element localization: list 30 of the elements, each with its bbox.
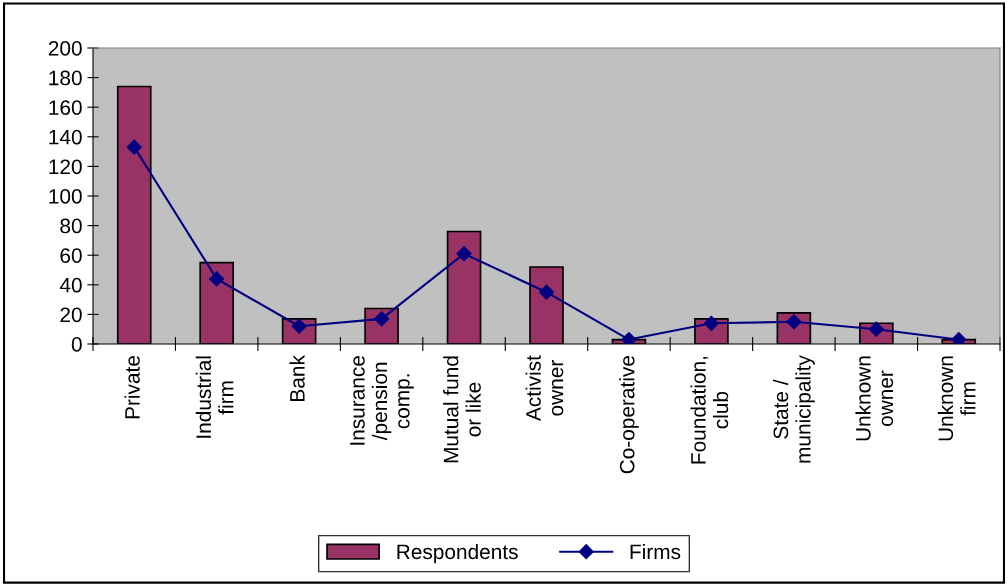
y-tick-label: 180 (49, 70, 82, 86)
y-tick-label: 40 (59, 277, 82, 293)
y-tick-label: 140 (49, 129, 82, 145)
y-tick-label: 120 (49, 159, 82, 175)
y-tick-label: 60 (60, 248, 82, 263)
x-tick-label: Co-operative (619, 356, 639, 474)
x-tick-label: Unknown firm (937, 356, 976, 441)
x-tick-label: State / municipality (772, 355, 815, 463)
y-tick-label: 100 (49, 189, 82, 204)
point (621, 331, 637, 344)
x-tick-label: Private (124, 356, 140, 419)
y-tick-label: 160 (49, 100, 82, 115)
point (456, 246, 472, 262)
y-tick-label: 80 (60, 218, 82, 234)
point (126, 139, 142, 155)
x-tick-label: Foundation, club (690, 356, 729, 464)
x-tick-label: Unknown owner (855, 356, 894, 441)
point (538, 284, 555, 300)
x-tick-label: Activist owner (525, 355, 564, 422)
y-tick-label: 0 (71, 337, 82, 352)
point (209, 271, 225, 287)
x-tick-label: Insurance /pension comp. (350, 356, 414, 445)
legend-label: Respondents (397, 543, 518, 564)
x-tick-label: Industrial firm (195, 356, 234, 438)
legend-label: Firms (630, 543, 681, 560)
point (951, 331, 967, 344)
y-tick-label: 20 (60, 307, 82, 323)
y-tick-label: 200 (48, 41, 82, 56)
x-tick-label: Mutual fund or like (443, 356, 481, 463)
x-tick-label: Bank (289, 355, 305, 401)
